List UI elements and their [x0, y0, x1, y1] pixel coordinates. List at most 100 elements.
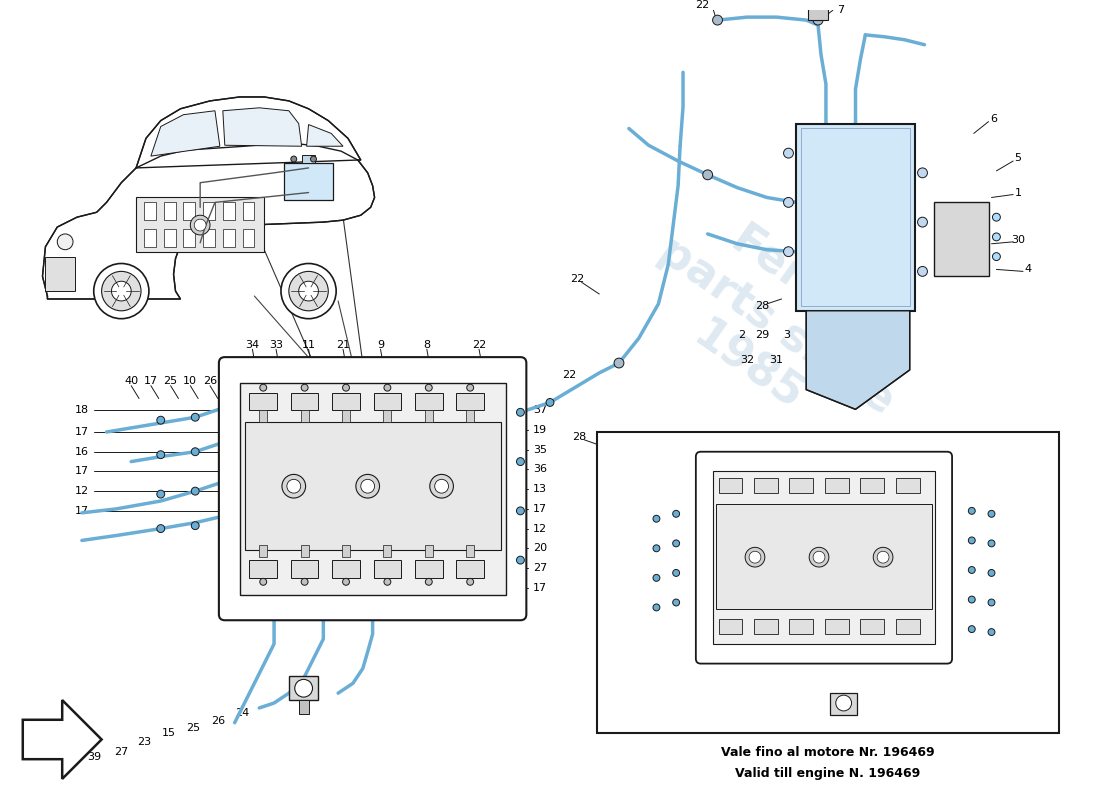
Text: 3: 3 — [783, 330, 790, 341]
Text: 22: 22 — [472, 340, 486, 350]
Circle shape — [988, 510, 994, 518]
Text: 8: 8 — [424, 340, 430, 350]
Text: 27: 27 — [1002, 686, 1016, 695]
Polygon shape — [23, 700, 101, 779]
Text: 23: 23 — [645, 644, 659, 654]
Text: 38: 38 — [222, 376, 236, 386]
Text: 17: 17 — [75, 427, 89, 437]
Text: 25: 25 — [1034, 602, 1048, 613]
Text: 2: 2 — [738, 330, 746, 341]
Text: 15: 15 — [162, 727, 176, 738]
Bar — [164, 229, 176, 246]
Bar — [825, 619, 848, 634]
Bar — [284, 163, 333, 201]
Circle shape — [290, 156, 297, 162]
Text: 9: 9 — [377, 340, 384, 350]
Bar — [260, 546, 267, 557]
Bar — [223, 229, 234, 246]
Bar — [384, 546, 392, 557]
Circle shape — [280, 263, 337, 318]
Circle shape — [190, 215, 210, 235]
Text: 20: 20 — [534, 543, 547, 554]
Bar — [250, 393, 277, 410]
Bar — [290, 393, 318, 410]
Text: 14: 14 — [60, 752, 74, 762]
Text: 16: 16 — [610, 546, 624, 555]
Bar — [829, 693, 858, 715]
Text: 29: 29 — [755, 330, 769, 341]
Circle shape — [191, 522, 199, 530]
Text: 12: 12 — [1034, 582, 1048, 593]
Text: 19: 19 — [534, 425, 547, 435]
Bar — [204, 202, 214, 220]
Text: 11: 11 — [301, 340, 316, 350]
Text: 27: 27 — [534, 563, 548, 573]
Circle shape — [653, 515, 660, 522]
Circle shape — [384, 578, 390, 586]
Text: 17: 17 — [978, 686, 992, 695]
Bar — [300, 410, 309, 422]
Circle shape — [361, 479, 375, 493]
Circle shape — [191, 487, 199, 495]
Text: 20: 20 — [1034, 543, 1048, 554]
Circle shape — [968, 507, 976, 514]
Bar — [260, 410, 267, 422]
Bar — [342, 546, 350, 557]
Circle shape — [968, 626, 976, 633]
Text: Vale fino al motore Nr. 196469: Vale fino al motore Nr. 196469 — [722, 746, 935, 758]
Text: 27: 27 — [667, 624, 681, 634]
Circle shape — [988, 599, 994, 606]
Text: 30: 30 — [1011, 235, 1025, 245]
Bar — [825, 478, 848, 493]
Text: 17: 17 — [609, 565, 624, 575]
Text: 12: 12 — [534, 523, 547, 534]
Circle shape — [813, 15, 823, 25]
Circle shape — [673, 599, 680, 606]
Text: 28: 28 — [755, 301, 769, 311]
Text: 26: 26 — [1034, 642, 1048, 652]
Circle shape — [295, 679, 312, 697]
Circle shape — [289, 271, 328, 311]
Circle shape — [673, 510, 680, 518]
Text: 18: 18 — [75, 406, 89, 415]
Text: 11: 11 — [1034, 498, 1048, 508]
Bar — [895, 478, 920, 493]
Text: 25: 25 — [645, 663, 659, 674]
Circle shape — [992, 233, 1000, 241]
Text: 4: 4 — [1024, 265, 1032, 274]
Circle shape — [968, 596, 976, 603]
Text: 17: 17 — [609, 486, 624, 496]
Bar — [754, 478, 778, 493]
Bar — [895, 619, 920, 634]
Circle shape — [517, 507, 525, 514]
Text: 37: 37 — [534, 406, 547, 415]
Bar — [45, 257, 75, 291]
Circle shape — [310, 156, 317, 162]
Circle shape — [301, 384, 308, 391]
Circle shape — [195, 219, 206, 231]
Bar — [456, 393, 484, 410]
Text: 21: 21 — [336, 340, 350, 350]
Text: 22: 22 — [562, 370, 576, 380]
Text: 16: 16 — [75, 446, 89, 457]
Text: 33: 33 — [270, 340, 283, 350]
Circle shape — [917, 168, 927, 178]
Circle shape — [968, 537, 976, 544]
Bar — [290, 560, 318, 578]
Bar — [808, 7, 828, 20]
Circle shape — [783, 198, 793, 207]
Polygon shape — [151, 110, 220, 156]
Polygon shape — [136, 97, 361, 168]
Bar — [425, 546, 432, 557]
Text: 31: 31 — [770, 355, 783, 365]
Circle shape — [836, 695, 851, 711]
Text: 25: 25 — [164, 376, 178, 386]
Bar — [415, 393, 442, 410]
Circle shape — [260, 578, 266, 586]
Text: 17: 17 — [75, 466, 89, 477]
Circle shape — [968, 566, 976, 574]
Circle shape — [653, 604, 660, 611]
Circle shape — [301, 578, 308, 586]
Text: 10: 10 — [610, 465, 624, 474]
Circle shape — [749, 551, 761, 563]
